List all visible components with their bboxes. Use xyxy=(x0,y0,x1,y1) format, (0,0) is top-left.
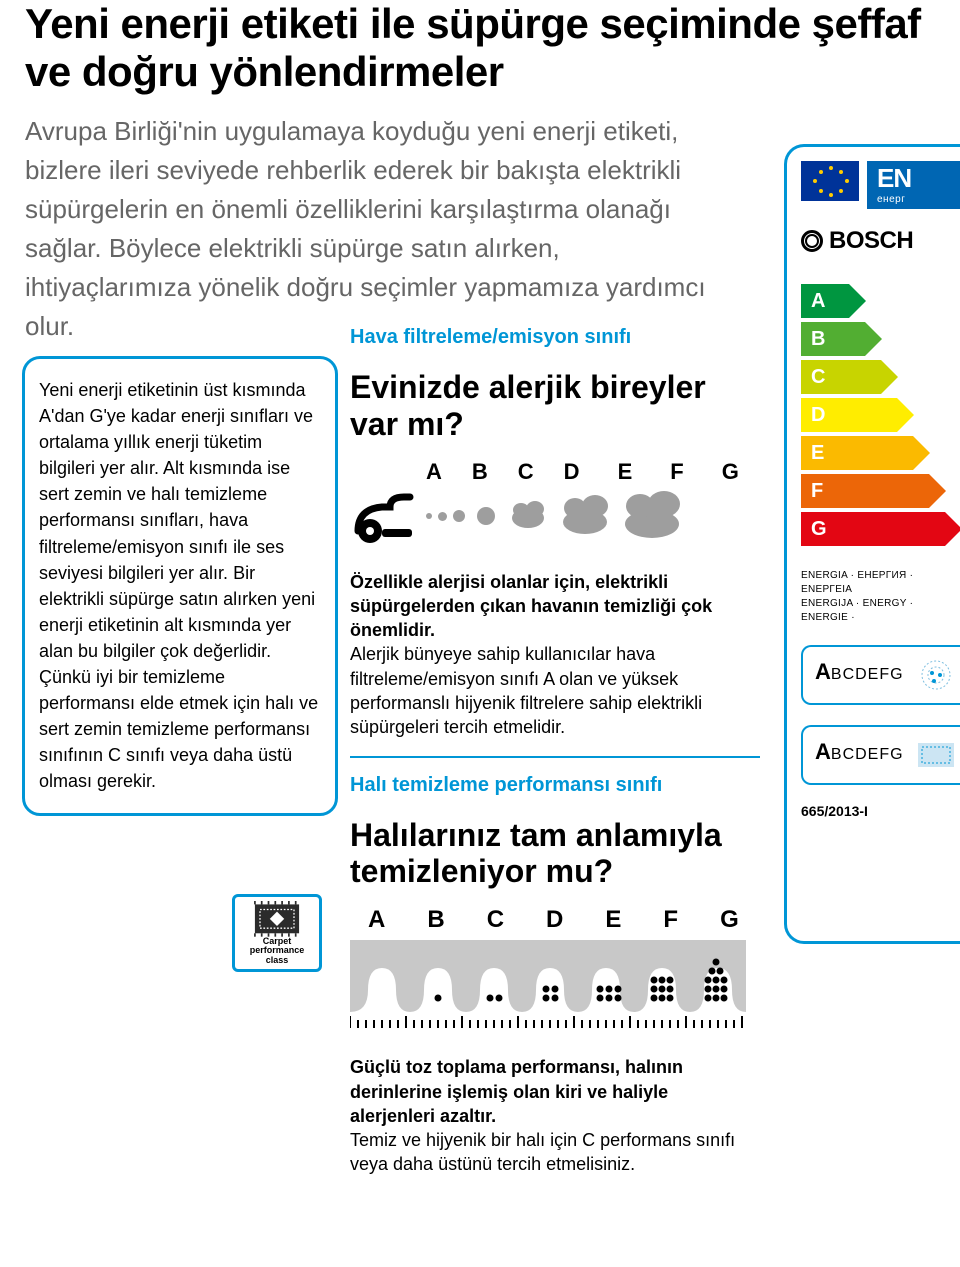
class-letter: C xyxy=(487,906,504,934)
energy-arrow-row: A xyxy=(801,283,960,319)
energy-label: EN енерг BOSCH ABCDEFG ENERGIA · ЕНЕРГИЯ… xyxy=(784,144,960,944)
energy-arrow: C xyxy=(801,360,881,394)
energy-class-arrows: ABCDEFG xyxy=(801,283,960,547)
emission-body-text: Alerjik bünyeye sahip kullanıcılar hava … xyxy=(350,644,702,737)
carpet-section-label: Halı temizleme performansı sınıfı xyxy=(350,774,750,797)
energy-arrow-letter: A xyxy=(811,290,825,313)
class-letter: G xyxy=(720,906,739,934)
bosch-logo-icon xyxy=(801,230,823,252)
energy-arrow-row: C xyxy=(801,359,960,395)
emission-body-bold: Özellikle alerjisi olanlar için, elektri… xyxy=(350,572,712,641)
energy-arrow-letter: B xyxy=(811,328,825,351)
carpet-body: Güçlü toz toplama performansı, halının d… xyxy=(350,1055,750,1176)
energy-arrow: A xyxy=(801,284,849,318)
class-letter: A xyxy=(426,459,442,485)
class-letter: E xyxy=(605,906,621,934)
energy-arrow-row: E xyxy=(801,435,960,471)
class-letter: D xyxy=(546,906,563,934)
class-letter: A xyxy=(368,906,385,934)
carpet-badge-label: Carpet performance class xyxy=(239,937,315,965)
class-letter: C xyxy=(518,459,534,485)
page-title: Yeni enerji etiketi ile süpürge seçimind… xyxy=(0,0,960,97)
emission-cloud xyxy=(623,490,681,543)
emission-cloud xyxy=(426,513,432,519)
energy-arrow-letter: F xyxy=(811,480,823,503)
emission-heading: Evinizde alerjik bireyler var mı? xyxy=(350,369,750,443)
energ-text-big: EN xyxy=(877,163,954,194)
energy-arrow-letter: G xyxy=(811,518,827,541)
section-divider xyxy=(350,756,760,758)
footer-line-2: ENERGIJA · ENERGY · ENERGIE · xyxy=(801,598,913,623)
emission-cloud xyxy=(453,510,465,522)
carpet-heading: Halılarınız tam anlamıyla temizleniyor m… xyxy=(350,817,750,891)
eu-header-row: EN енерг xyxy=(801,161,960,209)
class-letter: B xyxy=(427,906,444,934)
energy-arrow-row: B xyxy=(801,321,960,357)
carpet-badge-icon xyxy=(247,901,307,937)
energy-arrow: E xyxy=(801,436,913,470)
vacuum-icon xyxy=(350,489,420,544)
class-letter: E xyxy=(618,459,633,485)
energy-arrow-letter: C xyxy=(811,366,825,389)
energy-arrow-letter: E xyxy=(811,442,824,465)
brand-name: BOSCH xyxy=(829,227,913,255)
regulation-number: 665/2013-I xyxy=(801,803,960,819)
footer-line-1: ENERGIA · ЕНЕРГИЯ · ΕΝΕΡΓΕΙΑ xyxy=(801,570,913,595)
info-callout: Yeni enerji etiketinin üst kısmında A'da… xyxy=(22,356,338,816)
carpet-diagram xyxy=(350,940,746,1028)
mini-label-rest-2: BCDEFG xyxy=(831,746,904,763)
energ-text-small: енерг xyxy=(877,194,954,205)
carpet-mini-box: ABCDEFG xyxy=(801,725,960,785)
dust-cloud-icon xyxy=(914,655,958,700)
emission-cloud xyxy=(511,500,545,533)
eu-flag-icon xyxy=(801,161,859,201)
mini-label-rest-1: BCDEFG xyxy=(831,666,904,683)
energy-arrow-row: G xyxy=(801,511,960,547)
class-letter: B xyxy=(472,459,488,485)
energy-footer-text: ENERGIA · ЕНЕРГИЯ · ΕΝΕΡΓΕΙΑ ENERGIJA · … xyxy=(801,569,960,625)
emission-class-letters: A B C D E F G xyxy=(426,459,750,485)
energy-arrow-letter: D xyxy=(811,404,825,427)
emission-cloud xyxy=(438,512,447,521)
class-letter: G xyxy=(722,459,739,485)
class-letter: D xyxy=(564,459,580,485)
emission-section-label: Hava filtreleme/emisyon sınıfı xyxy=(350,326,750,349)
energy-arrow: G xyxy=(801,512,945,546)
emission-diagram xyxy=(350,489,750,544)
energ-wordmark: EN енерг xyxy=(867,161,960,209)
carpet-body-text: Temiz ve hijyenik bir halı için C perfor… xyxy=(350,1130,735,1174)
class-letter: F xyxy=(663,906,678,934)
content-column: Hava filtreleme/emisyon sınıfı Evinizde … xyxy=(350,326,750,1177)
energy-arrow: B xyxy=(801,322,865,356)
emission-cloud xyxy=(477,507,495,525)
carpet-mini-icon xyxy=(914,735,958,780)
energy-arrow: D xyxy=(801,398,897,432)
carpet-performance-badge: Carpet performance class xyxy=(232,894,322,972)
energy-arrow-row: F xyxy=(801,473,960,509)
carpet-class-letters: A B C D E F G xyxy=(368,906,750,934)
energy-arrow-row: D xyxy=(801,397,960,433)
energy-arrow: F xyxy=(801,474,929,508)
carpet-body-bold: Güçlü toz toplama performansı, halının d… xyxy=(350,1057,683,1126)
emission-body: Özellikle alerjisi olanlar için, elektri… xyxy=(350,570,750,740)
brand-row: BOSCH xyxy=(801,227,960,255)
class-letter: F xyxy=(670,459,683,485)
dust-emission-mini-box: ABCDEFG xyxy=(801,645,960,705)
emission-cloud xyxy=(561,494,609,539)
